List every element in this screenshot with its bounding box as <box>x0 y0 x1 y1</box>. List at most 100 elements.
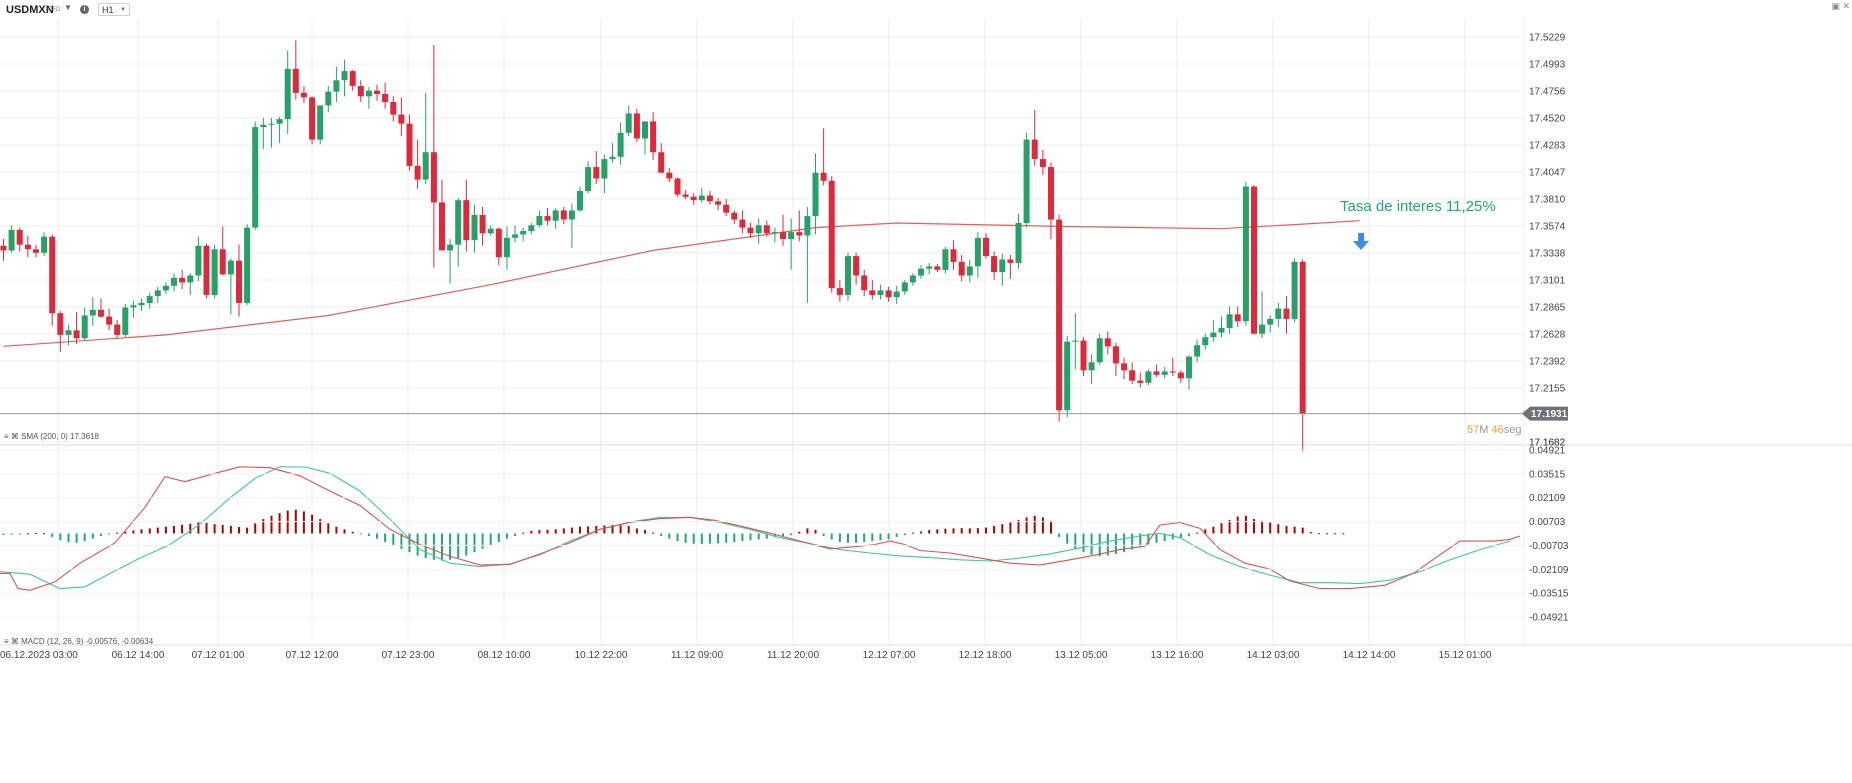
candle-body <box>666 172 673 179</box>
price-tick-label: 17.4756 <box>1529 87 1566 98</box>
candle-body <box>187 275 194 283</box>
close-icon[interactable]: ✕ <box>1842 1 1850 11</box>
macd-histogram-bar <box>822 533 825 536</box>
candle-body <box>1056 219 1063 411</box>
candle-body <box>617 132 624 157</box>
candle-body <box>365 90 372 97</box>
candle-body <box>609 156 616 160</box>
macd-histogram-bar <box>570 527 573 534</box>
candle-body <box>463 200 470 241</box>
candle-body <box>901 282 908 292</box>
candle-body <box>788 232 795 239</box>
candle-body <box>560 210 567 220</box>
candle-body <box>520 231 527 235</box>
chevron-down-icon[interactable]: ▼ <box>64 3 72 12</box>
candle-body <box>227 260 234 275</box>
candle-body <box>755 225 762 234</box>
candle-countdown: 57M 46seg <box>1467 424 1521 436</box>
macd-histogram-bar <box>83 533 86 542</box>
macd-histogram-bar <box>1277 524 1280 534</box>
candle-body <box>1104 338 1111 347</box>
macd-histogram-bar <box>717 533 720 544</box>
macd-histogram-bar <box>1309 532 1312 534</box>
macd-histogram-bar <box>489 533 492 546</box>
candle-body <box>1299 261 1306 414</box>
macd-histogram-bar <box>611 525 614 534</box>
time-tick-label: 13.12 05:00 <box>1055 650 1108 661</box>
macd-histogram-bar <box>319 519 322 534</box>
price-axis: 17.5229 17.4993 17.4756 17.4520 17.4283 17.40… <box>1529 33 1566 449</box>
price-tick-label: 17.3338 <box>1529 248 1566 259</box>
candle-body <box>317 105 324 140</box>
macd-histogram-bar <box>213 524 216 534</box>
candle-body <box>1234 314 1241 322</box>
candle-body <box>1153 371 1160 375</box>
chevron-down-icon: ▼ <box>120 7 126 13</box>
macd-histogram-bar <box>1212 526 1215 534</box>
macd-histogram-bar <box>830 533 833 540</box>
macd-histogram-bar <box>2 533 5 535</box>
macd-histogram-bar <box>1050 520 1052 534</box>
window-controls[interactable]: ▣ ✕ <box>1831 1 1850 12</box>
symbol-label[interactable]: USDMXN <box>6 4 54 16</box>
macd-histogram-bar <box>676 533 679 542</box>
candle-body <box>236 260 242 303</box>
macd-histogram-bar <box>928 530 931 534</box>
candle-body <box>909 275 916 283</box>
candle-body <box>991 256 998 273</box>
macd-histogram-bar <box>1317 533 1320 535</box>
macd-histogram-bar <box>246 527 249 534</box>
time-tick-label: 12.12 18:00 <box>959 650 1012 661</box>
candle-body <box>357 86 364 97</box>
candle-body <box>723 204 730 213</box>
macd-histogram-bar <box>132 530 135 534</box>
candle-body <box>804 216 811 236</box>
macd-histogram-bar <box>400 533 403 549</box>
macd-histogram-bar <box>1041 517 1044 534</box>
candle-body <box>950 249 957 262</box>
macd-histogram-bar <box>181 524 184 534</box>
macd-tick-label: 0.04921 <box>1529 446 1566 457</box>
candle-body <box>97 309 104 317</box>
macd-histogram-bar <box>311 514 314 534</box>
macd-histogram-bar <box>1228 519 1231 534</box>
chart-header: USDMXN CFD ▼ i H1 ▼ ▣ ✕ <box>0 0 1852 20</box>
candle-body <box>642 121 648 139</box>
macd-histogram-bar <box>416 533 419 556</box>
candle-body <box>690 196 697 201</box>
macd-histogram-bar <box>847 533 849 543</box>
candle-body <box>918 268 925 276</box>
interest-rate-annotation: Tasa de interes 11,25% <box>1340 198 1496 215</box>
macd-histogram-bar <box>1009 522 1012 534</box>
time-tick-label: 15.12 01:00 <box>1439 650 1492 661</box>
candle-body <box>430 152 437 203</box>
macd-histogram-bar <box>497 533 500 542</box>
candle-body <box>471 215 478 241</box>
candle-body <box>406 123 413 166</box>
candle-body <box>106 316 113 325</box>
macd-histogram-bar <box>51 533 54 537</box>
candle-body <box>1259 324 1266 334</box>
macd-histogram-bar <box>367 533 370 536</box>
macd-histogram-bar <box>1179 533 1182 538</box>
macd-histogram-bar <box>757 533 760 540</box>
macd-tick-label: 0.00703 <box>1529 517 1566 528</box>
macd-histogram-bar <box>798 531 801 534</box>
candle-body <box>544 216 551 221</box>
info-icon[interactable]: i <box>80 5 89 14</box>
maximize-icon[interactable]: ▣ <box>1831 1 1840 11</box>
candle-body <box>89 309 96 316</box>
macd-tick-label: 0.02109 <box>1529 493 1566 504</box>
macd-histogram-bar <box>1066 533 1069 544</box>
macd-histogram-bar <box>692 533 695 544</box>
macd-histogram-bar <box>164 526 167 534</box>
macd-histogram-bar <box>1163 533 1166 542</box>
timeframe-select[interactable]: H1 ▼ <box>98 3 130 16</box>
macd-histogram-bar <box>814 529 817 534</box>
candle-body <box>1202 337 1209 346</box>
macd-histogram-bar <box>1196 532 1199 534</box>
macd-histogram-bar <box>920 531 923 534</box>
time-tick-label: 14.12 03:00 <box>1247 650 1300 661</box>
candle-body <box>73 330 80 339</box>
